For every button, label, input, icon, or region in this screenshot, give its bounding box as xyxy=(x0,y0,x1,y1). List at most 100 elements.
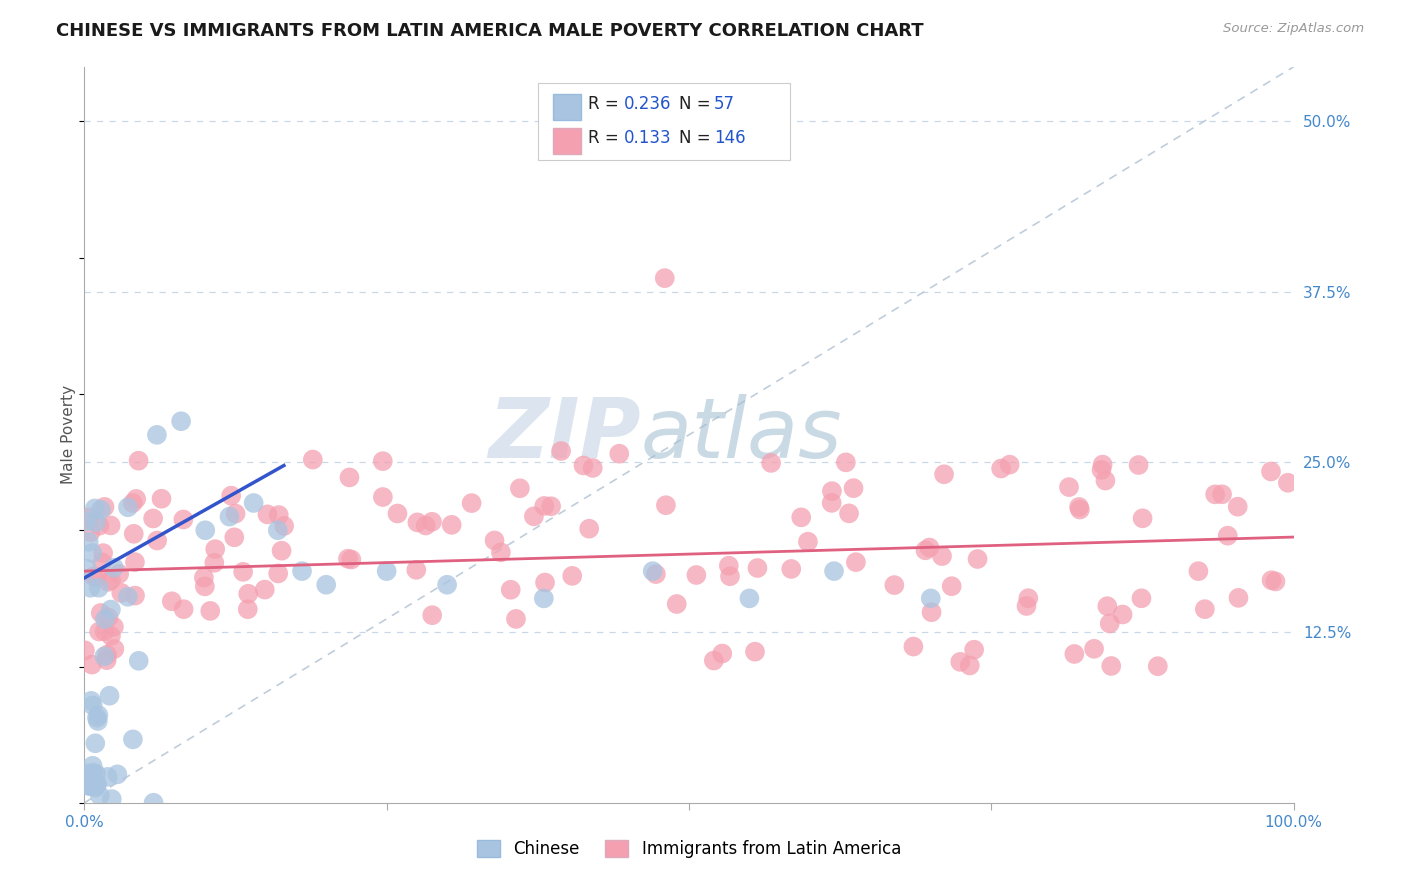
Point xyxy=(232,565,254,579)
Point xyxy=(654,271,676,285)
Point xyxy=(703,654,725,668)
Text: R =: R = xyxy=(588,129,624,147)
Point xyxy=(83,569,105,583)
Point xyxy=(97,610,120,624)
Point xyxy=(121,496,143,510)
Point xyxy=(797,534,820,549)
Point xyxy=(80,694,103,708)
Point xyxy=(685,568,707,582)
Point xyxy=(1094,474,1116,488)
Point xyxy=(582,461,605,475)
Point xyxy=(82,546,104,560)
Point xyxy=(932,467,955,482)
Point xyxy=(79,581,101,595)
Point xyxy=(142,511,165,525)
Point xyxy=(108,566,131,581)
Point xyxy=(823,564,845,578)
Point xyxy=(84,766,107,780)
Point xyxy=(89,789,111,803)
Text: ZIP: ZIP xyxy=(488,394,641,475)
Text: R =: R = xyxy=(588,95,624,113)
Point xyxy=(103,560,125,574)
Point xyxy=(717,558,740,573)
Point xyxy=(79,779,101,793)
Point xyxy=(489,545,512,559)
Point xyxy=(903,640,925,654)
Point xyxy=(406,516,429,530)
Point xyxy=(1260,573,1282,587)
Point xyxy=(90,606,112,620)
Point xyxy=(998,458,1021,472)
Point xyxy=(561,569,583,583)
Point xyxy=(533,499,555,513)
Point xyxy=(200,604,222,618)
Point xyxy=(103,642,125,657)
Point xyxy=(73,643,96,657)
Point xyxy=(336,551,359,566)
Point xyxy=(821,484,844,499)
Text: 146: 146 xyxy=(714,129,745,147)
Point xyxy=(82,698,104,713)
Point xyxy=(91,546,114,560)
Point xyxy=(89,518,111,533)
Point xyxy=(80,657,103,672)
Point xyxy=(941,579,963,593)
Point xyxy=(405,563,427,577)
Point xyxy=(96,648,118,662)
Point xyxy=(949,655,972,669)
Point xyxy=(219,489,242,503)
Point xyxy=(267,508,290,522)
Point xyxy=(711,647,734,661)
Point xyxy=(387,507,409,521)
Point xyxy=(93,624,115,639)
Point xyxy=(77,779,100,793)
Point xyxy=(146,427,169,442)
Point xyxy=(780,562,803,576)
Point xyxy=(79,774,101,789)
Point xyxy=(267,523,290,537)
Point xyxy=(93,500,115,514)
Point xyxy=(84,516,107,530)
Point xyxy=(238,587,260,601)
Point xyxy=(291,564,314,578)
Point xyxy=(122,526,145,541)
Point xyxy=(914,543,936,558)
Point xyxy=(73,774,96,789)
Point xyxy=(146,533,169,548)
Point xyxy=(97,574,120,589)
Point xyxy=(790,510,813,524)
Point xyxy=(270,543,292,558)
Text: N =: N = xyxy=(679,129,716,147)
Point xyxy=(89,624,111,639)
Point xyxy=(1111,607,1133,622)
Point xyxy=(339,470,361,484)
Point xyxy=(440,517,463,532)
Point xyxy=(87,581,110,595)
Point xyxy=(98,689,121,703)
Point xyxy=(838,507,860,521)
Point xyxy=(1097,599,1119,614)
Point xyxy=(1226,500,1249,514)
Point xyxy=(160,594,183,608)
Point xyxy=(1057,480,1080,494)
Point xyxy=(172,512,194,526)
Point xyxy=(655,498,678,512)
Point xyxy=(142,796,165,810)
Y-axis label: Male Poverty: Male Poverty xyxy=(60,385,76,484)
Point xyxy=(1194,602,1216,616)
Point xyxy=(883,578,905,592)
Point xyxy=(340,552,363,566)
Point xyxy=(86,711,108,725)
Point xyxy=(665,597,688,611)
Text: 57: 57 xyxy=(714,95,735,113)
Point xyxy=(224,530,246,544)
Point xyxy=(1083,641,1105,656)
Point xyxy=(75,769,97,783)
Point xyxy=(170,414,193,428)
Point xyxy=(523,509,546,524)
Point xyxy=(82,765,104,780)
Point xyxy=(1090,463,1112,477)
Point xyxy=(1211,487,1233,501)
Point xyxy=(931,549,953,563)
Point xyxy=(77,779,100,793)
